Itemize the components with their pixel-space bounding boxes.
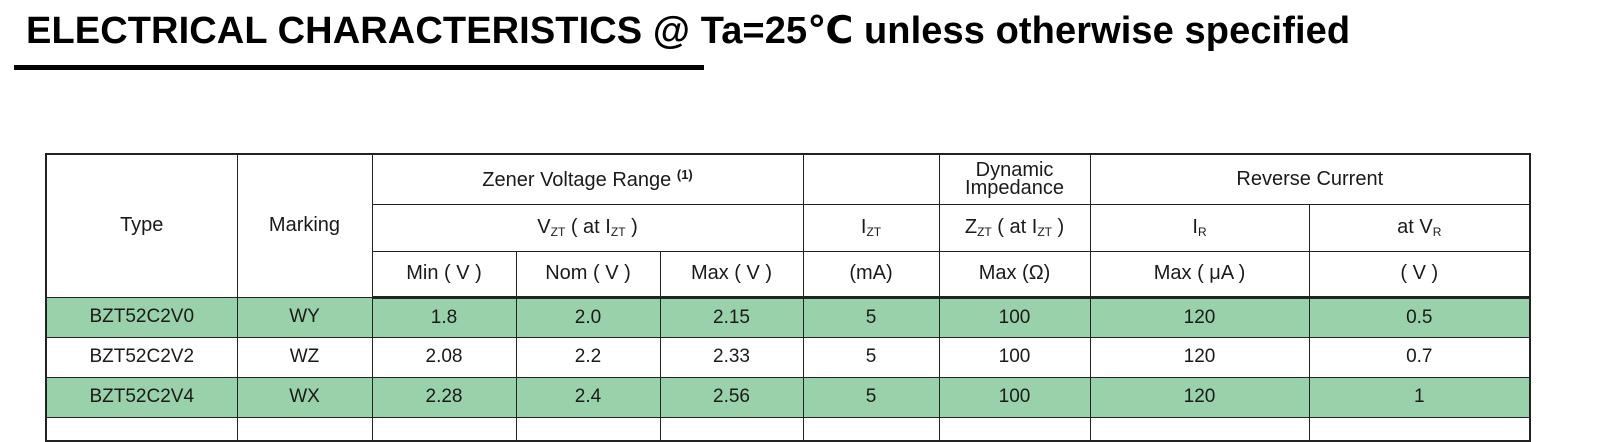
cell-ir: 120 xyxy=(1089,336,1310,378)
table-row-partial xyxy=(45,416,1531,442)
zzt-izt-subscript: ZT xyxy=(1037,225,1052,239)
cell-max: 2.56 xyxy=(659,376,804,418)
cell-ir: 120 xyxy=(1089,296,1310,338)
header-izt: IZT xyxy=(802,203,940,252)
title-underline xyxy=(14,65,704,70)
cell-min: 2.28 xyxy=(371,376,517,418)
table-row: BZT52C2V0 WY 1.8 2.0 2.15 5 100 120 0.5 xyxy=(45,296,1531,338)
table-row: BZT52C2V2 WZ 2.08 2.2 2.33 5 100 120 0.7 xyxy=(45,336,1531,378)
electrical-characteristics-table: Type Marking Zener Voltage Range (1) Dyn… xyxy=(45,153,1532,442)
cell-empty xyxy=(371,416,517,442)
cell-ir: 120 xyxy=(1089,376,1310,418)
cell-empty xyxy=(659,416,804,442)
cell-type: BZT52C2V4 xyxy=(45,376,238,418)
zzt-symbol: Z xyxy=(964,216,978,238)
dynamic-impedance-line2: Impedance xyxy=(965,177,1065,200)
cell-vr: 1 xyxy=(1308,376,1531,418)
cell-min: 2.08 xyxy=(371,336,517,378)
header-v-unit: ( V ) xyxy=(1308,250,1531,299)
cell-zzt: 100 xyxy=(938,336,1091,378)
izt-subscript: ZT xyxy=(866,225,882,239)
cell-empty xyxy=(1308,416,1531,442)
cell-nom: 2.4 xyxy=(515,376,661,418)
cell-zzt: 100 xyxy=(938,376,1091,418)
header-row-2: VZT ( at IZT ) IZT ZZT ( at IZT ) IR at … xyxy=(46,203,1531,252)
cell-empty xyxy=(802,416,940,442)
header-zzt: ZZT ( at IZT ) xyxy=(938,203,1091,252)
header-max-ohm: Max (Ω) xyxy=(938,250,1091,299)
cell-nom: 2.0 xyxy=(515,296,661,338)
header-type: Type xyxy=(45,153,238,298)
vzt-close: ) xyxy=(625,216,638,238)
cell-max: 2.33 xyxy=(659,336,804,378)
header-row-3: Min ( V ) Nom ( V ) Max ( V ) (mA) Max (… xyxy=(46,250,1531,299)
header-zener-voltage-range: Zener Voltage Range (1) xyxy=(371,153,804,205)
header-ir: IR xyxy=(1089,203,1310,252)
cell-vr: 0.5 xyxy=(1308,296,1531,338)
dynamic-impedance-line1: Dynamic xyxy=(975,159,1054,182)
izt-symbol: I xyxy=(860,216,867,238)
cell-empty xyxy=(45,416,238,442)
header-reverse-current: Reverse Current xyxy=(1089,153,1531,205)
zzt-subscript: ZT xyxy=(977,225,992,239)
zener-footnote-mark: (1) xyxy=(676,166,693,182)
header-ma: (mA) xyxy=(802,250,940,299)
cell-marking: WZ xyxy=(236,336,373,378)
cell-marking: WX xyxy=(236,376,373,418)
header-min-v: Min ( V ) xyxy=(371,250,517,299)
ir-symbol: I xyxy=(1192,216,1198,238)
at-vr-subscript: R xyxy=(1432,225,1442,239)
table-row: BZT52C2V4 WX 2.28 2.4 2.56 5 100 120 1 xyxy=(45,376,1531,418)
header-row-1: Type Marking Zener Voltage Range (1) Dyn… xyxy=(45,153,1531,298)
zzt-close: ) xyxy=(1051,216,1065,238)
cell-type: BZT52C2V2 xyxy=(45,336,238,378)
header-vzt: VZT ( at IZT ) xyxy=(371,203,804,252)
page-title: ELECTRICAL CHARACTERISTICS @ Ta=25℃ unle… xyxy=(26,10,1351,52)
cell-empty xyxy=(1089,416,1310,442)
cell-min: 1.8 xyxy=(371,296,517,338)
cell-vr: 0.7 xyxy=(1308,336,1531,378)
header-at-vr: at VR xyxy=(1308,203,1531,252)
ir-subscript: R xyxy=(1197,225,1207,239)
cell-empty xyxy=(236,416,373,442)
header-blank xyxy=(802,153,940,205)
header-dynamic-impedance: Dynamic Impedance xyxy=(938,153,1091,205)
vzt-symbol: V xyxy=(537,216,551,238)
header-max-ua: Max ( μA ) xyxy=(1089,250,1310,299)
vzt-izt-subscript: ZT xyxy=(610,225,626,239)
header-max-v: Max ( V ) xyxy=(659,250,804,299)
zener-voltage-range-label: Zener Voltage Range xyxy=(482,168,672,191)
header-nom-v: Nom ( V ) xyxy=(515,250,661,299)
cell-empty xyxy=(515,416,661,442)
cell-zzt: 100 xyxy=(938,296,1091,338)
cell-izt: 5 xyxy=(802,336,940,378)
cell-izt: 5 xyxy=(802,296,940,338)
vzt-subscript: ZT xyxy=(550,225,566,239)
cell-max: 2.15 xyxy=(659,296,804,338)
cell-izt: 5 xyxy=(802,376,940,418)
cell-empty xyxy=(938,416,1091,442)
cell-type: BZT52C2V0 xyxy=(45,296,238,338)
header-marking: Marking xyxy=(236,153,373,298)
vzt-at-label: ( at I xyxy=(565,216,611,238)
at-vr-symbol: at V xyxy=(1397,216,1433,238)
zzt-at-label: ( at I xyxy=(991,216,1038,238)
cell-marking: WY xyxy=(236,296,373,338)
cell-nom: 2.2 xyxy=(515,336,661,378)
